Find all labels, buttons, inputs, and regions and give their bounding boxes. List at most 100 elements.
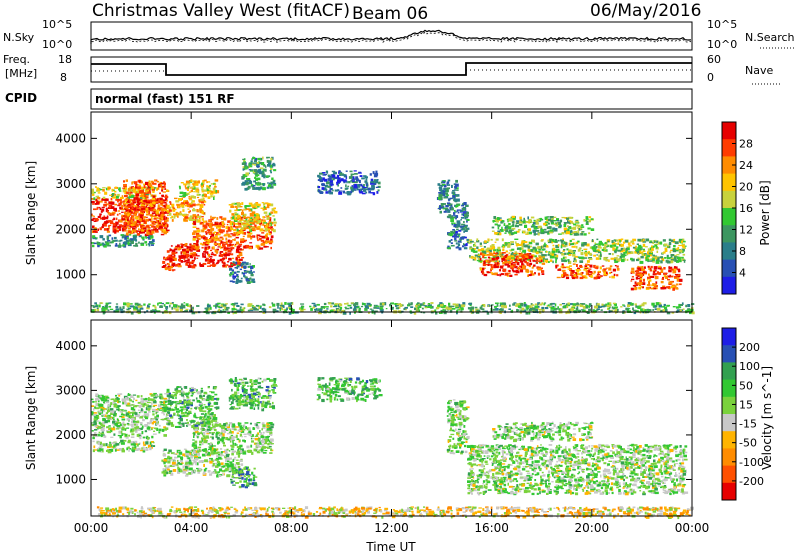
velocity-panel: 1000 2000 3000 4000 00:00 04:00 08:00 12:00 16:… (24, 319, 710, 554)
velocity-panel-colorbar-tick-3: 15 (739, 398, 753, 411)
nsearch-label: N.Search (745, 31, 795, 44)
nsky-label: N.Sky (3, 31, 35, 44)
power-panel-blob-8 (166, 197, 207, 223)
nsky-panel: N.Sky 10^5 10^0 10^5 10^0 N.Search (3, 18, 796, 51)
velocity-colorbar-label: Velocity [m s^-1] (760, 366, 774, 470)
nsearch-trace (90, 31, 692, 45)
velocity-panel-colorbar-swatch-4 (722, 396, 736, 415)
beam-label: Beam 06 (352, 4, 428, 24)
velocity-panel-blob-7 (466, 443, 689, 496)
velocity-panel-blob-6 (230, 466, 258, 489)
velocity-panel-xtick-label-1: 04:00 (174, 521, 209, 535)
power-panel-colorbar-tick-1: 24 (739, 159, 753, 172)
power-panel-colorbar-swatch-9 (722, 276, 736, 295)
power-panel-ytick-label-0: 1000 (55, 268, 86, 282)
power-panel-colorbar-tick-2: 20 (739, 181, 753, 194)
velocity-panel-ytick-label-1: 2000 (55, 428, 86, 442)
power-panel: 1000 2000 3000 4000 Slant Range [km] (24, 111, 695, 315)
velocity-panel-colorbar-swatch-3 (722, 379, 736, 398)
power-panel-blob-10 (241, 156, 277, 191)
freq-unit-label: [MHz] (5, 67, 37, 80)
power-panel-colorbar-swatch-3 (722, 173, 736, 192)
power-panel-colorbar-tick-5: 8 (739, 245, 746, 258)
power-panel-blob-16 (491, 215, 595, 236)
velocity-panel-xtick-label-2: 08:00 (274, 521, 309, 535)
velocity-panel-colorbar-swatch-2 (722, 362, 736, 381)
velocity-panel-colorbar-swatch-0 (722, 328, 736, 346)
freq-panel: Freq. [MHz] 18 8 60 0 Nave (3, 53, 780, 85)
velocity-panel-xtick-label-5: 20:00 (575, 521, 610, 535)
velocity-panel-xtick-label-0: 00:00 (74, 521, 109, 535)
power-panel-blob-14 (555, 263, 620, 280)
power-panel-blob-19 (317, 170, 381, 196)
velocity-panel-xtick-label-6: 00:00 (675, 521, 710, 535)
velocity-panel-colorbar-swatch-1 (722, 345, 736, 363)
freq-tick-bottom: 8 (60, 71, 67, 84)
velocity-panel-xtick-label-3: 12:00 (374, 521, 409, 535)
cpid-text: normal (fast) 151 RF (95, 92, 235, 106)
velocity-panel-colorbar-tick-5: -50 (739, 437, 757, 450)
velocity-panel-blob-10 (316, 377, 383, 403)
power-panel-blob-3 (121, 179, 170, 237)
power-panel-blob-9 (178, 179, 220, 200)
velocity-panel-blob-9 (446, 399, 470, 455)
nave-tick-top: 60 (707, 53, 721, 66)
nsky-tick-bottom: 10^0 (42, 38, 72, 51)
velocity-panel-ytick-label-2: 3000 (55, 383, 86, 397)
power-x-ticks (90, 112, 693, 312)
velocity-panel-colorbar-swatch-7 (722, 448, 736, 467)
velocity-ylabel: Slant Range [km] (24, 366, 38, 470)
velocity-panel-colorbar-tick-6: -100 (739, 456, 764, 469)
power-panel-ytick-label-2: 3000 (55, 177, 86, 191)
velocity-panel-blob-1 (92, 439, 156, 454)
nave-tick-bottom: 0 (707, 71, 714, 84)
power-panel-blob-7 (228, 202, 278, 233)
power-panel-blob-13 (479, 252, 546, 277)
power-y-ticks: 1000 2000 3000 4000 (55, 131, 692, 282)
power-panel-colorbar-swatch-2 (722, 156, 736, 175)
power-panel-colorbar-swatch-6 (722, 225, 736, 243)
velocity-panel-ytick-label-3: 4000 (55, 339, 86, 353)
velocity-panel-xtick-label-4: 16:00 (474, 521, 509, 535)
nave-label: Nave (745, 64, 773, 77)
cpid-panel: CPID normal (fast) 151 RF (5, 88, 693, 110)
velocity-y-ticks: 1000 2000 3000 4000 (55, 339, 692, 486)
velocity-panel-blob-8 (492, 421, 594, 443)
power-panel-ytick-label-1: 2000 (55, 222, 86, 236)
nsearch-tick-top: 10^5 (707, 18, 737, 31)
nsearch-tick-bottom: 10^0 (707, 38, 737, 51)
power-panel-colorbar-swatch-5 (722, 208, 736, 226)
power-panel-colorbar-tick-0: 28 (739, 138, 753, 151)
velocity-colorbar: 200 100 50 15 -15 -50 -100 -200 Velocity [m s^-… (721, 327, 774, 501)
power-panel-blob-18 (436, 179, 460, 214)
velocity-panel-colorbar-tick-4: -15 (739, 418, 757, 431)
power-panel-blob-2 (91, 233, 155, 248)
velocity-panel-blob-0 (91, 392, 170, 440)
velocity-x-ticks: 00:00 04:00 08:00 12:00 16:00 20:00 00:00 (74, 320, 710, 535)
freq-label: Freq. (3, 53, 30, 66)
velocity-panel-blob-5 (228, 377, 278, 412)
velocity-panel-colorbar-tick-1: 100 (739, 360, 760, 373)
nsky-tick-top: 10^5 (42, 18, 72, 31)
station-title: Christmas Valley West (fitACF) (92, 1, 350, 21)
velocity-panel-ytick-label-0: 1000 (55, 472, 86, 486)
power-panel-colorbar-tick-4: 12 (739, 224, 753, 237)
nsky-trace (90, 29, 692, 44)
power-panel-blob-11 (228, 261, 256, 284)
power-panel-colorbar-swatch-8 (722, 259, 736, 278)
freq-tick-top: 18 (58, 53, 72, 66)
power-panel-colorbar-swatch-0 (722, 122, 736, 140)
power-panel-colorbar-swatch-1 (722, 139, 736, 157)
power-panel-colorbar-swatch-7 (722, 242, 736, 261)
power-colorbar-label: Power [dB] (758, 180, 772, 245)
power-ylabel: Slant Range [km] (24, 161, 38, 265)
velocity-panel-colorbar-swatch-8 (722, 465, 736, 484)
power-panel-blob-4 (161, 256, 176, 272)
velocity-panel-colorbar-tick-0: 200 (739, 341, 760, 354)
power-panel-colorbar-swatch-4 (722, 190, 736, 209)
velocity-xlabel: Time UT (365, 540, 416, 554)
velocity-panel-colorbar-tick-7: -200 (739, 475, 764, 488)
power-panel-blob-15 (630, 265, 683, 291)
velocity-panel-colorbar-swatch-6 (722, 431, 736, 449)
